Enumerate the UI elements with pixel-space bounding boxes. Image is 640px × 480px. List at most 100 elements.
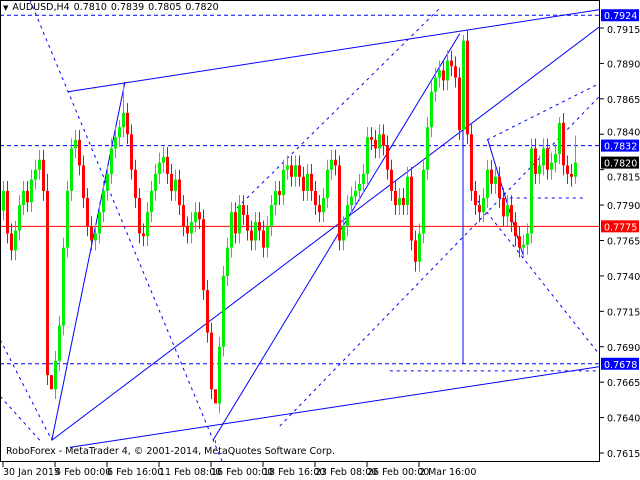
candle (390, 159, 393, 201)
candle-body (174, 179, 177, 191)
candle (294, 155, 297, 187)
candle (134, 159, 137, 208)
candle-body (106, 173, 109, 191)
candle (382, 124, 385, 156)
candle (362, 164, 365, 194)
x-tick-label: 16 Feb 00:00 (211, 467, 273, 478)
candle (574, 135, 577, 184)
candle (230, 202, 233, 258)
candle (298, 155, 301, 187)
candle-body (74, 139, 77, 149)
candle (166, 147, 169, 184)
price-badge-label: 0.7832 (604, 142, 637, 153)
candle-body (550, 162, 553, 170)
y-tick-label: 0.7690 (607, 343, 640, 354)
close-value: 0.7820 (185, 2, 219, 13)
x-tick-label: 23 Feb 08:00 (315, 467, 377, 478)
candle-body (142, 233, 145, 237)
candle-body (178, 179, 181, 206)
candle-body (254, 222, 257, 241)
candle (46, 173, 49, 386)
candle-body (62, 247, 65, 326)
candle-body (186, 226, 189, 234)
candle (246, 205, 249, 241)
candle (538, 155, 541, 184)
candle-body (166, 156, 169, 174)
candle (226, 237, 229, 286)
trendline (51, 26, 600, 441)
candle (266, 216, 269, 258)
candle-body (518, 236, 521, 248)
candle (562, 113, 565, 176)
candle-body (370, 137, 373, 140)
candle (554, 144, 557, 173)
candle-body (434, 77, 437, 92)
candle (22, 181, 25, 216)
trendline (69, 366, 600, 448)
candle-body (378, 134, 381, 149)
candle (466, 30, 469, 145)
price-badge (601, 357, 639, 370)
candle (394, 181, 397, 216)
candle (350, 186, 353, 216)
trendline (0, 339, 53, 441)
candle-body (482, 198, 485, 213)
symbol-label: AUDUSD,H4 (12, 2, 70, 13)
candle (546, 138, 549, 180)
triangle-down-icon[interactable]: ▼ (3, 4, 9, 12)
candle (310, 164, 313, 201)
candle-body (326, 169, 329, 199)
x-tick-label: 30 Jan 2015 (3, 467, 60, 478)
price-badge (601, 139, 639, 152)
candle-body (242, 205, 245, 216)
price-badge (601, 220, 639, 233)
candle (218, 336, 221, 414)
candle (338, 155, 341, 251)
candle (270, 195, 273, 237)
candle-body (350, 196, 353, 206)
candle-body (446, 60, 449, 81)
candle-body (58, 325, 61, 361)
candle (490, 159, 493, 194)
candle-body (42, 159, 45, 191)
candle (82, 155, 85, 208)
candle-body (462, 40, 465, 131)
candle-body (238, 205, 241, 234)
candle-body (258, 222, 261, 231)
candle (170, 164, 173, 201)
x-tick-label: 26 Feb 00:00 (367, 467, 429, 478)
candle (154, 164, 157, 201)
candle-body (194, 212, 197, 223)
candle-body (430, 91, 433, 128)
candle (478, 195, 481, 223)
candle-body (230, 212, 233, 248)
candle (58, 315, 61, 371)
candle-body (362, 173, 365, 184)
low-value: 0.7805 (148, 2, 182, 13)
candle (214, 389, 217, 444)
candle-body (202, 219, 205, 291)
candle-body (102, 190, 105, 213)
candle-body (450, 60, 453, 67)
price-badge (601, 9, 639, 22)
candle-body (338, 165, 341, 241)
candle-body (218, 346, 221, 404)
candle (42, 149, 45, 201)
candle-body (130, 134, 133, 170)
candle-body (346, 205, 349, 227)
candle-body (162, 156, 165, 163)
y-tick-label: 0.7915 (607, 25, 640, 36)
x-tick-label: 2 Mar 16:00 (419, 467, 476, 478)
candle-body (558, 122, 561, 155)
candle (446, 50, 449, 91)
candle-body (406, 176, 409, 206)
candle-body (334, 159, 337, 166)
candle (198, 202, 201, 230)
candle-body (78, 139, 81, 166)
candle-body (38, 159, 41, 170)
trendline (212, 33, 461, 441)
candle (250, 220, 253, 251)
candle-body (554, 154, 557, 163)
candle (130, 124, 133, 180)
